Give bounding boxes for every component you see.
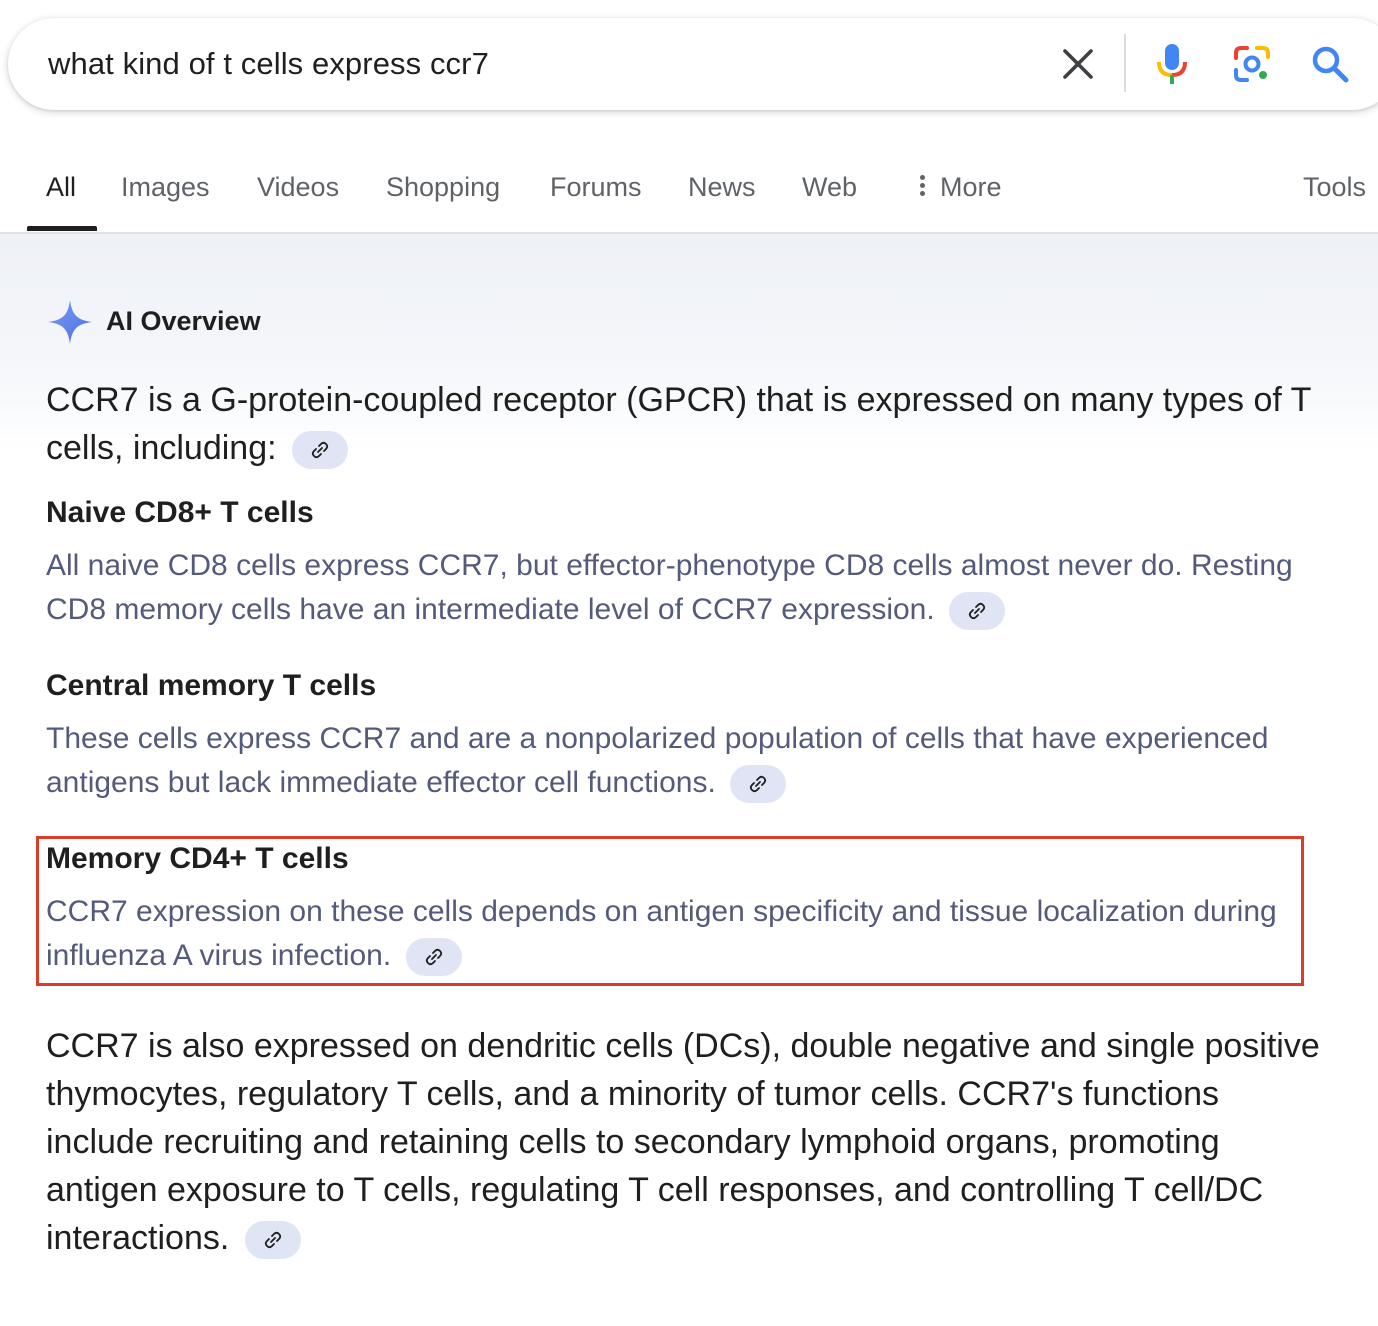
tools-button[interactable]: Tools [1303,172,1367,202]
tab-videos[interactable]: Videos [257,172,340,202]
highlight-box [36,836,1304,986]
search-divider [1124,34,1126,92]
item-title-central-memory: Central memory T cells [46,669,377,702]
search-tabs: All Images Videos Shopping Forums News W… [0,150,1378,234]
link-icon [968,602,986,620]
tab-more[interactable]: More [920,172,1002,203]
ai-intro-paragraph: CCR7 is a G-protein-coupled receptor (GP… [46,376,1316,472]
link-icon [425,948,442,966]
microphone-icon [1157,44,1187,84]
clear-search-button[interactable] [1060,46,1096,82]
item-body-naive-cd8: All naive CD8 cells express CCR7, but ef… [46,544,1306,632]
ai-outro-paragraph: CCR7 is also expressed on dendritic cell… [46,1022,1336,1262]
item-text: All naive CD8 cells express CCR7, but ef… [46,549,1293,626]
active-tab-indicator [27,226,97,231]
item-title-memory-cd4: Memory CD4+ T cells [46,842,349,875]
source-link-button[interactable] [292,431,349,470]
ai-overview-title: AI Overview [106,306,261,336]
item-body-memory-cd4: CCR7 expression on these cells depends o… [46,890,1306,978]
tab-web[interactable]: Web [802,172,858,202]
item-text: CCR7 expression on these cells depends o… [46,895,1277,972]
source-link-button[interactable] [730,765,787,804]
tab-more-label: More [940,172,1002,202]
link-icon [750,775,767,793]
search-input[interactable]: what kind of t cells express ccr7 [48,46,489,81]
search-button[interactable] [1310,44,1350,84]
search-icon [1312,46,1349,83]
voice-search-button[interactable] [1154,42,1190,86]
tab-news[interactable]: News [688,172,756,202]
source-link-button[interactable] [244,1221,301,1260]
close-icon [1063,49,1093,79]
item-body-central-memory: These cells express CCR7 and are a nonpo… [46,717,1306,805]
tabs-divider [0,232,1378,234]
source-link-button[interactable] [405,938,462,977]
link-icon [311,441,329,459]
tab-images[interactable]: Images [121,172,210,202]
search-bar: what kind of t cells express ccr7 [8,18,1378,110]
tab-all[interactable]: All [46,172,77,202]
tab-shopping[interactable]: Shopping [386,172,501,202]
sparkle-icon [48,300,92,344]
source-link-button[interactable] [949,592,1006,631]
lens-search-button[interactable] [1232,44,1272,84]
ai-overview: AI Overview CCR7 is a G-protein-coupled … [0,234,1378,1326]
ai-outro-text: CCR7 is also expressed on dendritic cell… [46,1027,1320,1257]
link-icon [264,1231,281,1249]
tab-forums[interactable]: Forums [550,172,642,202]
ai-intro-text: CCR7 is a G-protein-coupled receptor (GP… [46,381,1311,467]
item-title-naive-cd8: Naive CD8+ T cells [46,496,314,529]
camera-lens-icon [1234,46,1270,82]
more-vert-icon [920,172,926,199]
item-text: These cells express CCR7 and are a nonpo… [46,722,1269,799]
